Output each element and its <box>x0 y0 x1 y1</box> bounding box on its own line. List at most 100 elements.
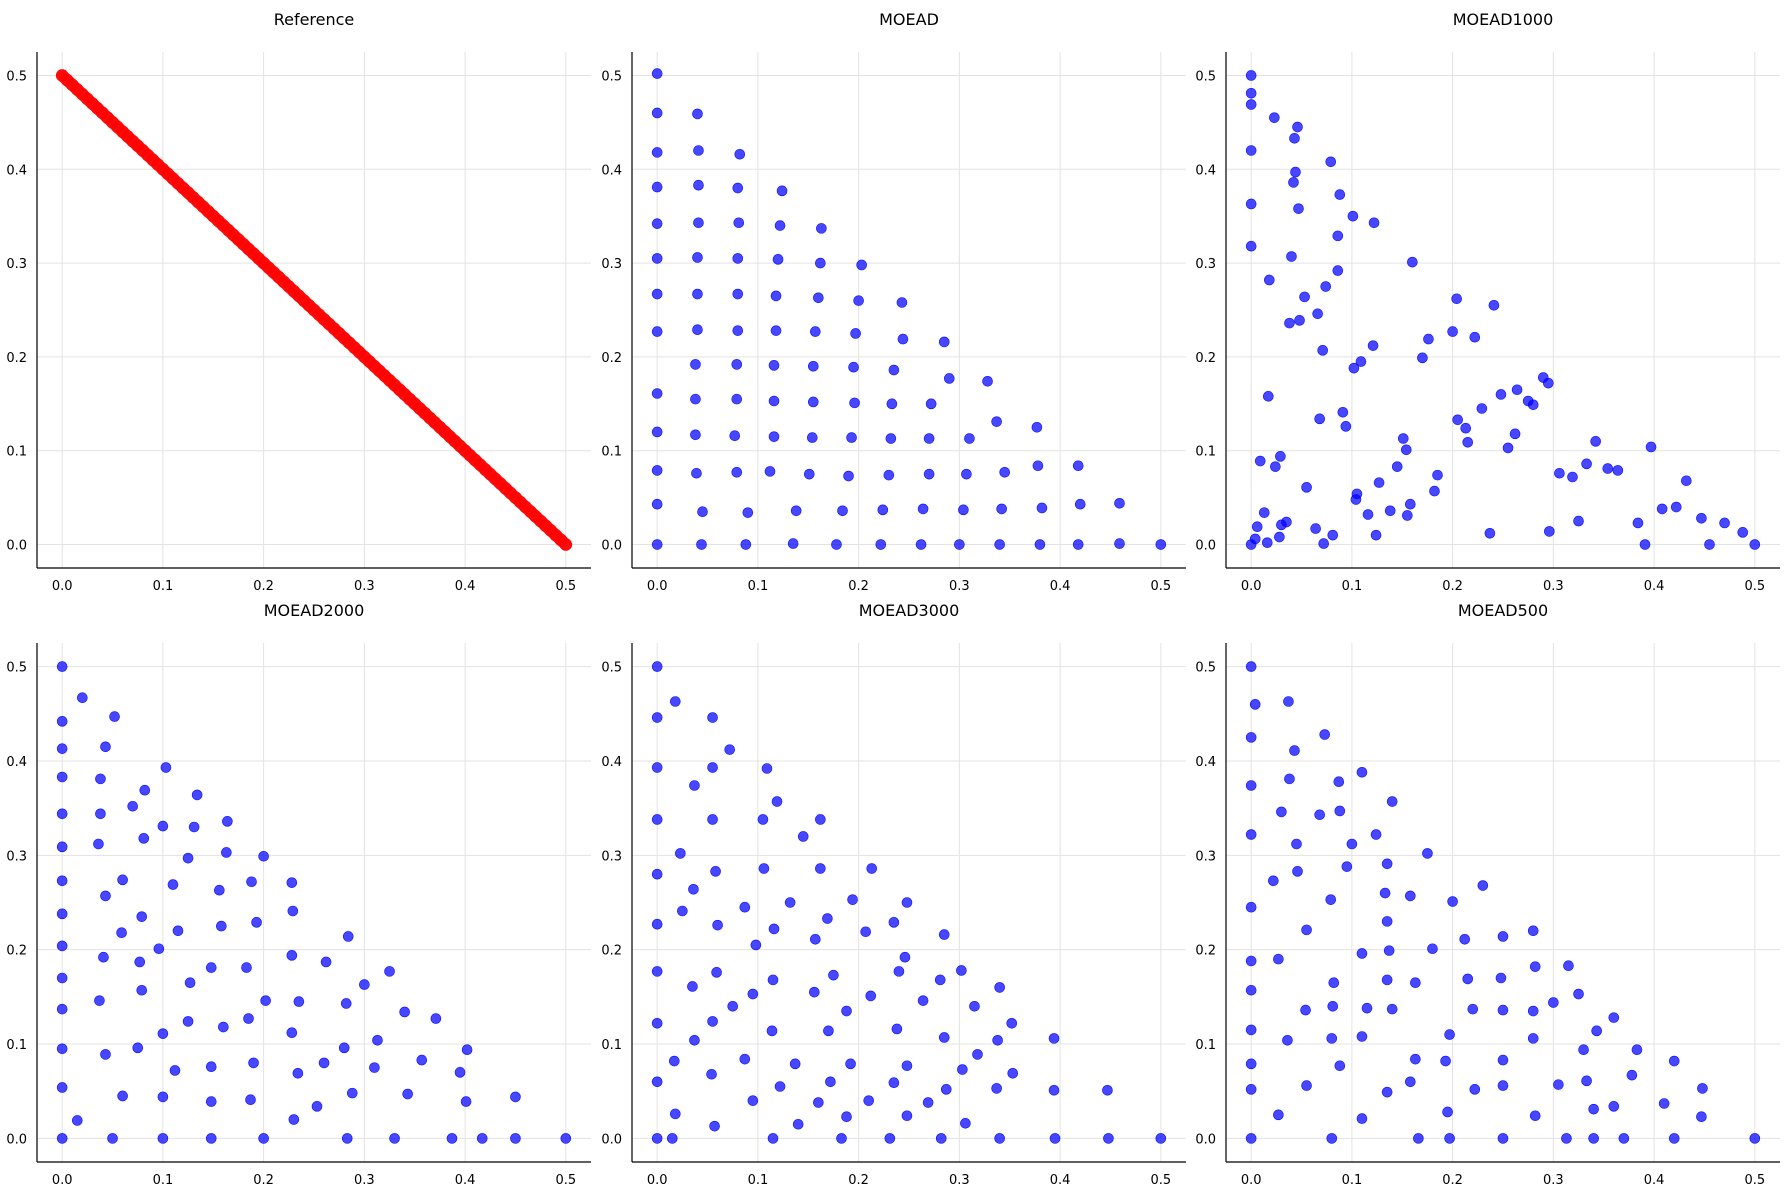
data-point <box>1432 469 1443 481</box>
data-point <box>690 393 701 405</box>
data-point <box>1114 497 1125 509</box>
data-point <box>776 185 788 197</box>
data-point <box>1447 896 1458 907</box>
data-point <box>866 863 878 874</box>
data-point <box>1440 1055 1451 1067</box>
data-point <box>731 467 743 478</box>
data-point <box>1386 1003 1398 1015</box>
data-point <box>1261 537 1273 548</box>
data-point <box>764 466 776 477</box>
data-point <box>454 1067 466 1078</box>
data-point <box>1656 503 1668 515</box>
data-point <box>803 468 815 480</box>
data-point <box>1362 509 1374 520</box>
y-tick-label: 0.1 <box>1195 1038 1216 1053</box>
data-point <box>1645 441 1657 453</box>
data-point <box>750 939 762 951</box>
y-tick-label: 0.1 <box>6 1038 27 1053</box>
data-point <box>1422 848 1433 859</box>
data-point <box>923 433 935 444</box>
data-point <box>1292 866 1303 877</box>
data-point <box>1697 1083 1708 1094</box>
data-point <box>1626 1069 1638 1081</box>
data-point <box>1072 539 1084 550</box>
data-point <box>847 894 858 905</box>
data-point <box>731 393 743 405</box>
data-point <box>767 1133 779 1144</box>
x-tick-label: 0.2 <box>253 579 274 594</box>
data-point <box>991 416 1002 427</box>
data-point <box>182 852 194 864</box>
data-point <box>1254 455 1266 467</box>
data-point <box>1314 809 1325 821</box>
data-point <box>1334 805 1346 817</box>
data-point <box>1301 924 1312 936</box>
data-point <box>1719 517 1730 529</box>
data-point <box>1301 482 1312 493</box>
data-point <box>1355 356 1367 367</box>
data-point <box>1326 1033 1338 1044</box>
data-point <box>896 297 908 308</box>
data-point <box>1529 1110 1541 1122</box>
data-point <box>675 848 686 859</box>
data-point <box>1103 1133 1114 1144</box>
data-point <box>697 506 708 518</box>
data-point <box>1283 696 1294 707</box>
data-point <box>1340 421 1352 432</box>
data-point <box>286 1027 298 1039</box>
data-point <box>843 470 854 482</box>
data-point <box>689 780 700 791</box>
data-point <box>809 986 820 998</box>
data-point <box>1413 1133 1424 1144</box>
data-point <box>774 1081 786 1092</box>
data-point <box>1383 945 1395 956</box>
x-tick-label: 0.3 <box>354 1173 375 1188</box>
data-point <box>922 1097 934 1108</box>
data-point <box>790 505 802 517</box>
data-point <box>651 498 663 510</box>
data-point <box>1370 829 1382 840</box>
data-point <box>1292 121 1303 133</box>
x-tick-label: 0.4 <box>455 1173 476 1188</box>
data-point <box>1405 890 1416 902</box>
data-point <box>1602 463 1614 474</box>
data-point <box>1488 300 1500 311</box>
data-point <box>954 539 965 550</box>
data-point <box>767 974 779 986</box>
data-point <box>1356 1113 1368 1124</box>
y-tick-label: 0.5 <box>6 661 27 676</box>
data-point <box>1245 1084 1257 1095</box>
data-point <box>100 741 111 753</box>
data-point <box>384 966 395 977</box>
data-point <box>1288 177 1299 188</box>
data-point <box>1639 539 1651 550</box>
x-tick-label: 0.2 <box>848 579 869 594</box>
data-point <box>651 1076 663 1088</box>
data-point <box>856 259 867 271</box>
data-point <box>1274 531 1285 543</box>
data-point <box>399 1006 410 1018</box>
data-point <box>1325 894 1337 905</box>
data-point <box>510 1133 521 1144</box>
data-point <box>1444 1133 1455 1144</box>
data-point <box>837 505 848 517</box>
data-point <box>1333 776 1345 788</box>
data-point <box>690 359 701 370</box>
data-point <box>1405 498 1416 510</box>
data-point <box>1509 428 1521 440</box>
data-point <box>875 539 887 550</box>
data-point <box>836 1133 847 1144</box>
data-point <box>287 905 299 917</box>
data-point <box>1348 362 1360 374</box>
data-point <box>957 1064 968 1075</box>
data-point <box>692 108 703 120</box>
data-point <box>789 1058 801 1070</box>
data-point <box>853 295 864 306</box>
data-point <box>1391 461 1403 472</box>
data-point <box>651 218 663 229</box>
chart-panel-moead2000: MOEAD2000 0.0 0.1 0.2 0.3 0.4 0.5 0.0 0.1 0.2 0.3 0… <box>6 601 591 1188</box>
chart-panel-moead1000: MOEAD1000 0.0 0.1 0.2 0.3 0.4 0.5 0.0 0.1 0.2 0.3 0… <box>1195 10 1780 594</box>
data-point <box>1312 308 1323 320</box>
data-point <box>446 1133 458 1144</box>
data-point <box>822 913 833 924</box>
